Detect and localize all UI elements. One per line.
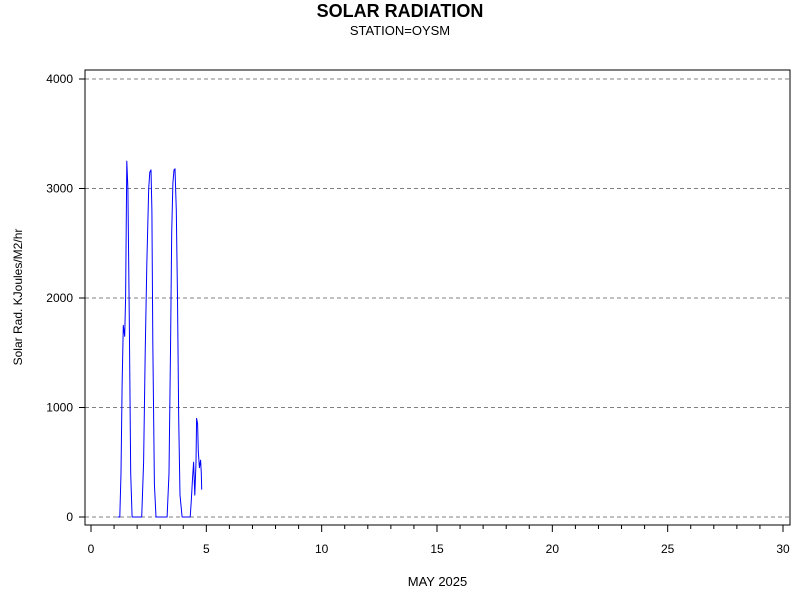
x-tick-label: 5 xyxy=(203,542,210,556)
series-layer xyxy=(117,160,203,518)
y-tick-label: 4000 xyxy=(46,72,73,86)
x-tick-label: 25 xyxy=(661,542,675,556)
chart-title: SOLAR RADIATION xyxy=(316,1,484,21)
y-axis-label: Solar Rad. KJoules/M2/hr xyxy=(11,228,25,366)
x-tick-label: 10 xyxy=(315,542,329,556)
y-tick-label: 1000 xyxy=(46,401,73,415)
x-tick-label: 30 xyxy=(776,542,790,556)
chart-subtitle: STATION=OYSM xyxy=(349,23,451,38)
x-axis-label: MAY 2025 xyxy=(407,574,468,589)
x-tick-label: 20 xyxy=(546,542,560,556)
series-line-0 xyxy=(117,160,203,518)
x-axis: 0 5 10 15 20 25 30 xyxy=(88,525,790,556)
x-tick-label: 0 xyxy=(88,542,95,556)
gridlines xyxy=(85,78,790,518)
y-axis: 0 1000 2000 3000 4000 xyxy=(46,72,85,524)
x-tick-label: 15 xyxy=(430,542,444,556)
y-tick-label: 0 xyxy=(66,510,73,524)
y-tick-label: 3000 xyxy=(46,182,73,196)
y-tick-label: 2000 xyxy=(46,291,73,305)
